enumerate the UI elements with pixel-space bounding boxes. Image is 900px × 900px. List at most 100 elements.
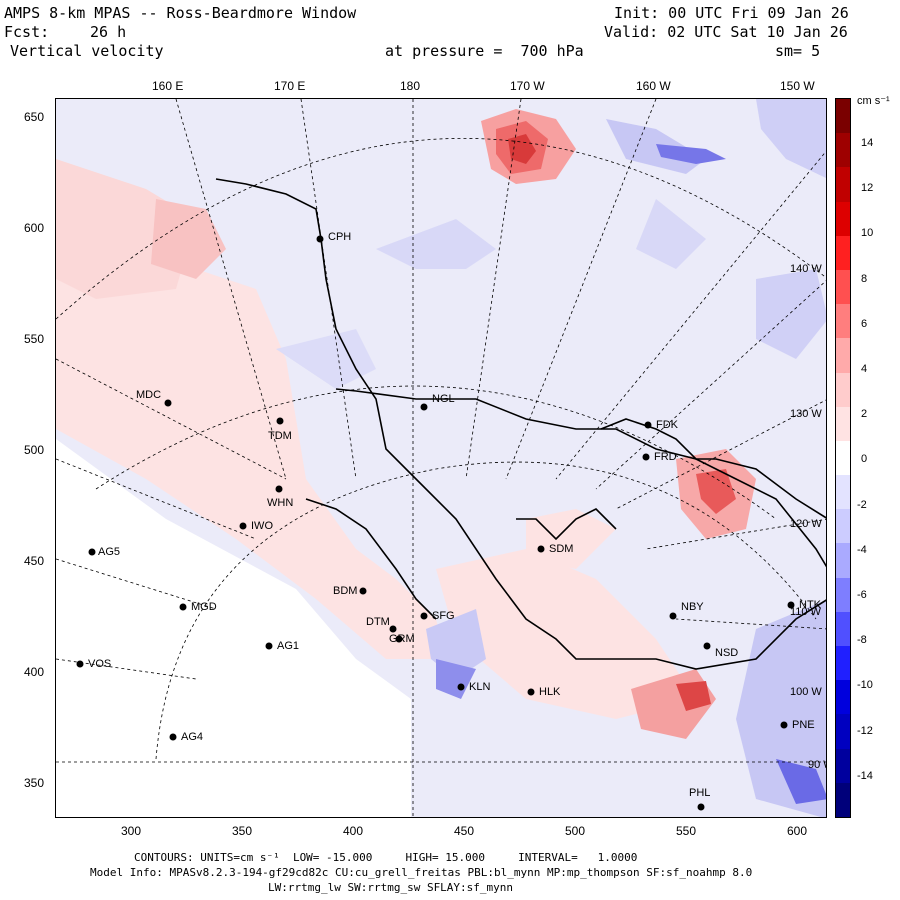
station-label: AG1	[277, 640, 300, 652]
station-label: MGD	[191, 601, 217, 613]
colorbar-swatch	[836, 509, 850, 544]
colorbar-tick-label: 8	[861, 272, 868, 285]
colorbar-tick-label: -14	[857, 769, 873, 782]
colorbar-tick-label: 14	[861, 137, 874, 149]
pressure-level: at pressure = 700 hPa	[385, 42, 584, 60]
colorbar-tick-label: 2	[861, 408, 868, 421]
station-label: MDC	[136, 389, 162, 401]
vertical-velocity-field	[56, 99, 826, 817]
colorbar-swatch	[836, 338, 850, 374]
station-label: SDM	[549, 543, 574, 555]
contour-info: CONTOURS: UNITS=cm s⁻¹ LOW= -15.000 HIGH…	[134, 851, 638, 864]
colorbar-tick-label: -6	[857, 589, 867, 601]
x-tick-label: 400	[343, 824, 364, 838]
colorbar-tick-label: -8	[857, 634, 867, 647]
forecast-label: Fcst:	[4, 23, 50, 41]
colorbar-swatch	[836, 133, 850, 168]
inner-lon-label: 90 W	[808, 759, 826, 771]
colorbar-tick-label: 6	[861, 317, 868, 330]
y-tick-label: 450	[24, 554, 45, 568]
station-label: FDK	[656, 419, 678, 431]
colorbar-units: cm s⁻¹	[857, 95, 890, 107]
colorbar-tick-label: 4	[861, 363, 868, 375]
map-panel[interactable]: CPH NGL FDK MDC TDM FRD WHN IWO SDM AG5 …	[55, 98, 827, 818]
colorbar-swatch	[836, 201, 850, 237]
station-label: BDM	[333, 585, 358, 597]
colorbar-swatch	[836, 372, 850, 408]
colorbar-swatch	[836, 714, 850, 750]
inner-lon-label: 140 W	[790, 263, 822, 275]
colorbar-swatch	[836, 577, 850, 613]
colorbar-swatch	[836, 611, 850, 647]
station-label: TDM	[268, 430, 292, 442]
station-label: IWO	[251, 520, 273, 532]
station-markers	[76, 235, 795, 811]
y-tick-label: 350	[24, 776, 45, 790]
map-title: AMPS 8-km MPAS -- Ross-Beardmore Window	[4, 4, 357, 22]
x-tick-label: 350	[232, 824, 253, 838]
station-label: FRD	[654, 451, 677, 463]
x-tick-label: 550	[676, 824, 697, 838]
inner-lon-label: 110 W	[790, 606, 821, 618]
y-tick-label: 650	[24, 110, 45, 124]
station-label: WHN	[267, 497, 294, 509]
colorbar-swatch	[836, 269, 850, 305]
colorbar-swatch	[836, 235, 850, 271]
colorbar-swatch	[836, 99, 850, 134]
station-label: CPH	[328, 231, 352, 243]
lon-label: 170 W	[510, 79, 545, 93]
colorbar-swatch	[836, 748, 850, 784]
model-info-line2: LW:rrtmg_lw SW:rrtmg_sw SFLAY:sf_mynn	[268, 881, 514, 894]
colorbar-swatch	[836, 167, 850, 203]
colorbar-swatch	[836, 440, 850, 476]
inner-lon-label: 120 W	[790, 518, 822, 530]
colorbar-swatch	[836, 782, 850, 818]
lon-label: 160 W	[636, 79, 671, 93]
colorbar-swatch	[836, 543, 850, 579]
y-tick-label: 500	[24, 443, 45, 457]
station-label: GRM	[389, 633, 415, 645]
colorbar-tick-label: -2	[857, 498, 867, 511]
station-label: AG5	[98, 546, 121, 558]
x-tick-label: 500	[565, 824, 586, 838]
colorbar-swatch	[836, 304, 850, 339]
lon-label: 150 W	[780, 79, 815, 93]
colorbar	[835, 98, 851, 818]
field-name: Vertical velocity	[10, 42, 164, 60]
colorbar-tick-label: -12	[857, 724, 873, 737]
station-label: SFG	[432, 610, 455, 622]
colorbar-tick-label: -10	[857, 679, 873, 692]
inner-lon-label: 100 W	[790, 686, 822, 698]
station-label: NBY	[681, 601, 704, 613]
station-label: HLK	[539, 686, 561, 698]
colorbar-tick-label: -4	[857, 543, 867, 556]
station-label: PHL	[689, 787, 711, 799]
x-tick-label: 450	[454, 824, 475, 838]
smoothing: sm= 5	[775, 42, 821, 60]
inner-lon-label: 130 W	[790, 408, 822, 420]
station-label: AG4	[181, 731, 204, 743]
x-tick-label: 600	[787, 824, 808, 838]
station-label: KLN	[469, 681, 491, 693]
colorbar-swatch	[836, 680, 850, 715]
y-tick-label: 550	[24, 332, 45, 346]
colorbar-tick-label: 0	[861, 453, 868, 466]
colorbar-swatch	[836, 406, 850, 442]
station-label: NTK	[799, 599, 821, 611]
model-info: Model Info: MPASv8.2.3-194-gf29cd82c CU:…	[90, 866, 753, 879]
lon-label: 170 E	[274, 79, 306, 93]
station-label: NGL	[432, 393, 455, 405]
init-time: Init: 00 UTC Fri 09 Jan 26	[614, 4, 849, 22]
x-tick-label: 300	[121, 824, 142, 838]
forecast-hour: 26 h	[90, 23, 127, 41]
station-label: PNE	[792, 719, 815, 731]
colorbar-swatch	[836, 646, 850, 681]
station-label: DTM	[366, 616, 390, 628]
y-tick-label: 400	[24, 665, 45, 679]
colorbar-tick-label: 10	[861, 227, 874, 240]
y-tick-label: 600	[24, 221, 45, 235]
station-label: NSD	[715, 647, 739, 659]
station-label: VOS	[88, 658, 112, 670]
lon-label: 180	[400, 79, 421, 93]
colorbar-swatch	[836, 475, 850, 510]
